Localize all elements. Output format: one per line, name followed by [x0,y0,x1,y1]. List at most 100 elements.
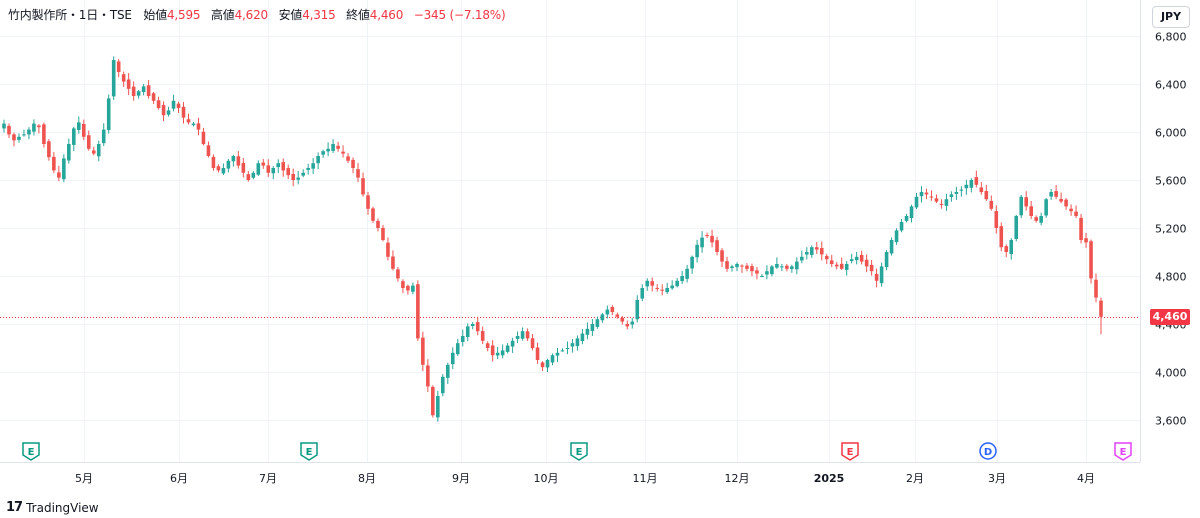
candle-body [2,123,6,129]
candle-body [675,280,679,287]
candle-body [834,264,839,267]
event-letter: E [847,447,854,458]
candle-body [391,256,395,269]
candle-body [151,93,156,101]
candle-body [710,235,714,243]
candle-body [181,106,186,118]
candle-body [869,264,874,272]
candle-body [979,187,984,192]
event-marker-dividend: D [979,442,997,460]
candle-body [765,271,769,275]
y-tick-label: 6,400 [1155,79,1187,92]
x-tick-label: 12月 [725,472,750,485]
candle-body [416,284,420,339]
candle-body [361,178,365,195]
candle-body [690,256,694,269]
symbol-label[interactable]: 竹内製作所・1日・TSE [8,8,132,22]
y-tick-label: 5,600 [1155,175,1187,188]
candle-body [819,247,824,255]
candle-body [57,172,61,178]
candle-body [894,230,899,243]
candle-body [366,195,370,209]
currency-button[interactable]: JPY [1152,6,1190,28]
candle-body [206,145,211,156]
brand-name: TradingView [26,500,99,515]
candle-body [32,123,36,132]
candle-body [745,265,749,269]
candle-body [266,165,271,173]
x-tick-label: 5月 [75,472,93,485]
candle-body [1029,206,1033,216]
candle-body [994,211,999,228]
candle-body [1044,199,1048,216]
candle-body [246,174,251,180]
candle-body [316,156,320,164]
candle-body [52,156,56,171]
candle-body [296,177,300,180]
candle-body [445,364,450,378]
candle-body [730,266,734,269]
candle-body [241,163,246,173]
candle-body [824,256,829,260]
earnings-icon [22,442,40,461]
brand-logo[interactable]: 17 TradingView [6,500,99,515]
close-label: 終値 [346,8,370,22]
candle-body [450,352,455,365]
candle-body [560,350,565,352]
event-marker-earnings: E [22,442,40,461]
candle-body [555,352,560,356]
candle-body [106,98,111,130]
candle-body [914,196,919,208]
candle-body [545,360,550,368]
y-tick-label: 4,800 [1155,271,1187,284]
candle-body [859,254,864,262]
candle-body [705,235,709,237]
earnings-icon [1114,442,1132,461]
candle-body [505,345,510,352]
candle-body [1074,211,1078,216]
candle-body [680,276,684,282]
candle-body [760,276,764,277]
candle-body [934,198,939,202]
candle-body [500,350,505,356]
candle-body [131,86,136,96]
candle-body [854,256,859,261]
price-axis[interactable]: 3,6004,0004,4004,8005,2005,6006,0006,400… [1155,31,1187,428]
candle-body [660,289,664,291]
candle-body [1009,240,1014,255]
candle-body [864,259,869,267]
candle-body [899,222,904,231]
candle-body [161,105,166,116]
candle-body [86,135,91,149]
candle-body [77,122,81,130]
open-label: 始値 [143,8,167,22]
candle-body [470,324,475,326]
candle-body [421,337,425,365]
candle-body [91,150,96,154]
candle-body [695,244,699,258]
candle-body [495,352,500,356]
candle-body [879,266,884,284]
candle-body [1034,217,1038,221]
y-tick-label: 6,800 [1155,31,1187,44]
candle-body [1099,300,1103,317]
event-marker-earnings: E [1114,442,1132,461]
candle-body [640,288,645,299]
candle-body [301,172,305,176]
candle-body [565,348,570,349]
time-axis[interactable]: 5月 6月 7月 8月 9月 10月 11月 12月 2025 2月 3月 4月 [75,472,1095,485]
candle-body [1069,208,1073,212]
candle-body [67,144,71,161]
candle-body [999,226,1004,248]
candle-body [166,110,171,115]
low-value: 4,315 [302,8,336,22]
open-value: 4,595 [167,8,201,22]
candle-body [605,309,610,315]
candle-body [221,168,226,174]
candle-body [17,136,21,140]
candle-body [924,192,929,195]
candle-body [431,386,435,416]
candle-body [321,151,325,155]
candle-body [251,172,256,178]
